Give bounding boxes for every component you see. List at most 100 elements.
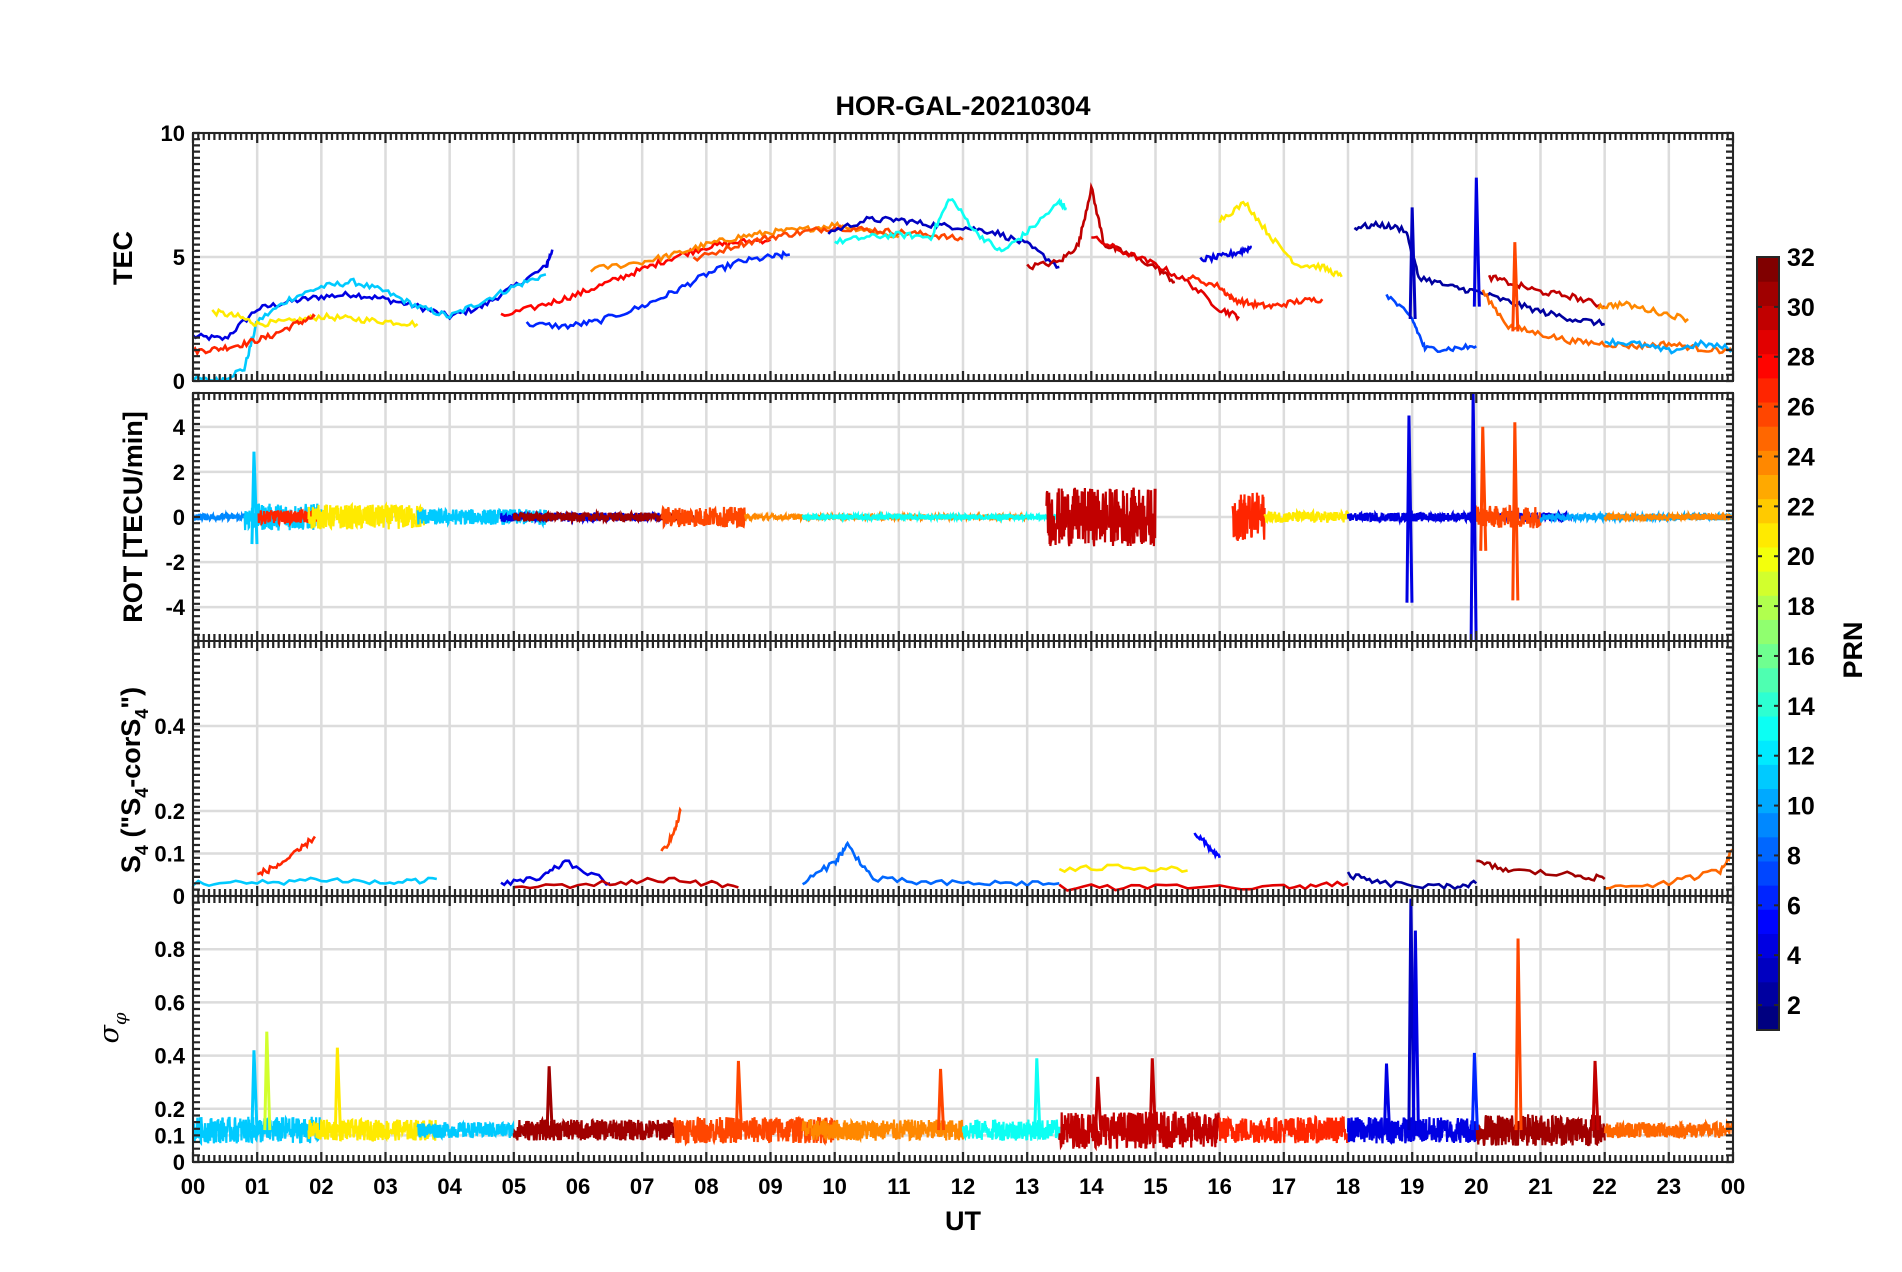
series-prn-29 xyxy=(1091,235,1240,322)
x-tick-label: 05 xyxy=(502,1174,526,1199)
colorbar-segment xyxy=(1757,546,1779,572)
y-axis-label-sigma-phi: σφ xyxy=(94,1012,131,1043)
noise-series-prn-27 xyxy=(1231,492,1266,541)
y-tick-label: 0 xyxy=(173,1150,185,1175)
panel-rot: -4 -2 0 2 4 xyxy=(165,391,1735,643)
colorbar-segment xyxy=(1757,981,1779,1007)
colorbar-tick-label: 20 xyxy=(1787,543,1815,571)
spike-prn-4 xyxy=(1405,415,1414,603)
series-prn-30 xyxy=(1026,182,1176,284)
noise-series-prn-11 xyxy=(416,1119,515,1141)
y-tick-label: 0.8 xyxy=(154,937,185,962)
y-tick-label: 4 xyxy=(173,415,186,440)
spike-prn-26 xyxy=(937,1068,946,1131)
colorbar-segment xyxy=(1757,788,1779,814)
colorbar-segment xyxy=(1757,257,1779,282)
noise-series-prn-21 xyxy=(307,501,426,531)
colorbar-segment xyxy=(1757,812,1779,838)
spike-prn-30 xyxy=(1094,1076,1103,1131)
colorbar-segment xyxy=(1757,353,1779,379)
y-tick-label: 0 xyxy=(173,369,185,394)
x-tick-label: 21 xyxy=(1528,1174,1552,1199)
x-tick-label: 13 xyxy=(1015,1174,1039,1199)
colorbar-tick-label: 26 xyxy=(1787,394,1815,422)
series-prn-31 xyxy=(1476,859,1606,882)
x-tick-label: 16 xyxy=(1207,1174,1231,1199)
spike-prn-6 xyxy=(1470,1052,1479,1131)
x-tick-label: 20 xyxy=(1464,1174,1488,1199)
series-prn-29 xyxy=(1058,880,1349,892)
y-tick-label: -4 xyxy=(165,595,185,620)
y-tick-label: 2 xyxy=(173,460,185,485)
x-axis-label: UT xyxy=(945,1206,981,1236)
series-prn-4 xyxy=(500,859,611,887)
y-tick-label: 10 xyxy=(161,121,185,146)
colorbar-segment xyxy=(1757,909,1779,934)
series-prn-8 xyxy=(801,840,1060,888)
spike-prn-26 xyxy=(1511,422,1520,601)
noise-series-prn-25 xyxy=(1603,1118,1733,1140)
colorbar-tick-label: 24 xyxy=(1787,443,1815,471)
colorbar-tick-label: 12 xyxy=(1787,743,1815,771)
x-tick-label: 22 xyxy=(1592,1174,1616,1199)
x-tick-label: 09 xyxy=(758,1174,782,1199)
x-tick-label: 17 xyxy=(1272,1174,1296,1199)
noise-series-prn-30 xyxy=(1058,1111,1221,1152)
colorbar-tick-label: 10 xyxy=(1787,793,1815,821)
colorbar-segment xyxy=(1757,595,1779,620)
spike-prn-4 xyxy=(1469,393,1478,641)
x-tick-label: 23 xyxy=(1657,1174,1681,1199)
series-prn-6 xyxy=(525,249,791,331)
colorbar-segment xyxy=(1757,619,1779,645)
x-tick-label: 19 xyxy=(1400,1174,1424,1199)
colorbar-segment xyxy=(1757,764,1779,790)
colorbar-tick-label: 16 xyxy=(1787,643,1815,671)
colorbar-label: PRN xyxy=(1838,621,1868,678)
spike-prn-26 xyxy=(1511,242,1520,332)
panel-tec-data xyxy=(193,177,1733,381)
series-prn-27 xyxy=(1187,274,1324,311)
spike-prn-4 xyxy=(1411,930,1420,1131)
series-prn-3 xyxy=(827,215,1060,269)
colorbar-tick-label: 4 xyxy=(1787,942,1801,970)
noise-series-prn-30 xyxy=(1045,487,1157,547)
colorbar-segment xyxy=(1757,498,1779,524)
chart-title: HOR-GAL-20210304 xyxy=(835,91,1090,121)
spike-prn-3 xyxy=(1408,207,1417,320)
spike-prn-26 xyxy=(734,1060,743,1131)
x-tick-label: 10 xyxy=(822,1174,846,1199)
spike-prn-30 xyxy=(1591,1060,1600,1131)
colorbar-tick-label: 14 xyxy=(1787,693,1815,721)
spike-prn-30 xyxy=(1148,1058,1157,1131)
noise-series-prn-4 xyxy=(1346,1117,1478,1145)
series-prn-21 xyxy=(1218,200,1343,278)
colorbar-segment xyxy=(1757,450,1779,476)
axis-ticks xyxy=(191,391,1735,643)
axis-ticks xyxy=(191,131,1735,383)
colorbar-tick-label: 22 xyxy=(1787,493,1815,521)
spike-prn-13 xyxy=(1033,1058,1042,1131)
series-prn-13 xyxy=(834,197,1067,253)
axis-ticks xyxy=(191,894,1735,1164)
colorbar-segment xyxy=(1757,885,1779,910)
series-prn-21 xyxy=(211,307,419,329)
y-tick-label: 0.1 xyxy=(154,842,185,867)
x-tick-label: 14 xyxy=(1079,1174,1104,1199)
colorbar-segment xyxy=(1757,957,1779,983)
panel-s4: 0 0.1 0.2 0.4 xyxy=(154,639,1735,909)
y-tick-label: 0 xyxy=(173,505,185,530)
colorbar-segment xyxy=(1757,715,1779,741)
series-prn-30 xyxy=(1487,274,1605,309)
colorbar-segment xyxy=(1757,329,1779,355)
series-prn-11 xyxy=(193,876,438,888)
x-tick-label: 00 xyxy=(1721,1174,1745,1199)
colorbar-segment xyxy=(1757,643,1779,669)
noise-series-prn-27 xyxy=(1218,1114,1350,1144)
colorbar-tick-label: 6 xyxy=(1787,892,1801,920)
noise-series-prn-26 xyxy=(660,504,746,530)
series-prn-7 xyxy=(1385,293,1477,354)
y-tick-label: 0.6 xyxy=(154,990,185,1015)
y-axis-labels: TEC ROT [TECU/min] S4 ("S4-corS4") σφ xyxy=(94,231,152,1044)
y-tick-label: 0.4 xyxy=(154,1044,185,1069)
